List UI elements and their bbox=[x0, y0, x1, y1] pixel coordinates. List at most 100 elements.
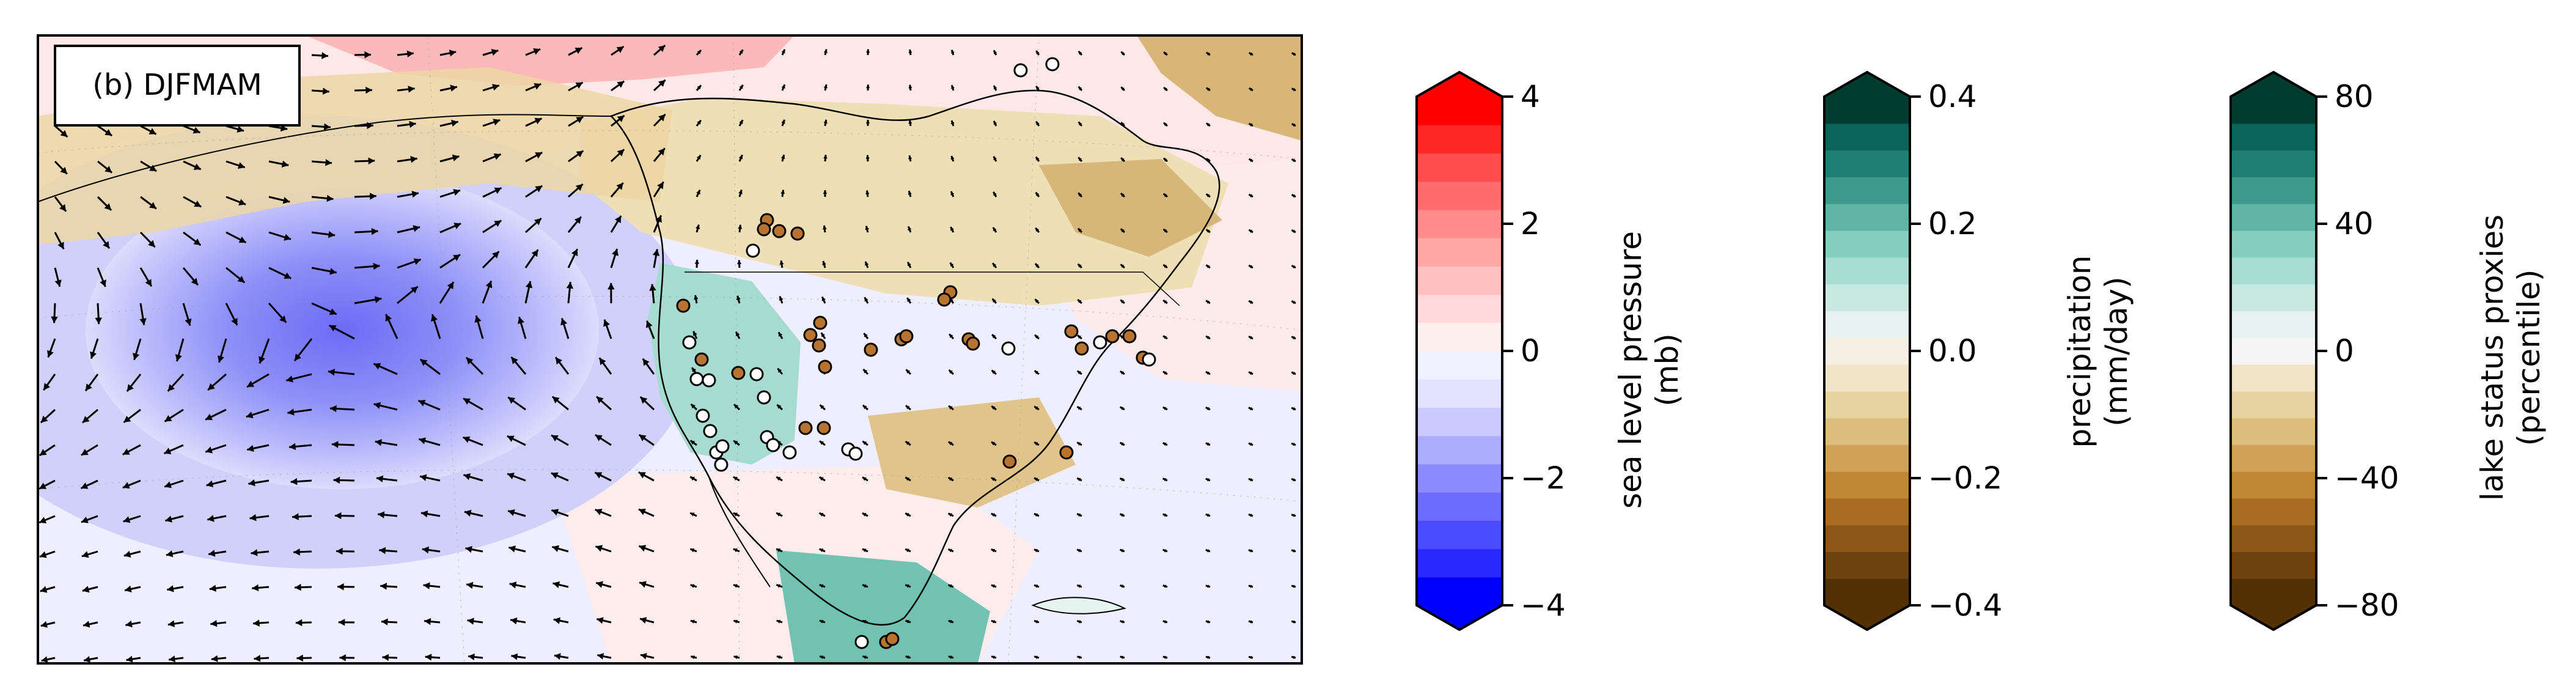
wind-arrow bbox=[123, 550, 141, 558]
wind-arrow bbox=[594, 471, 612, 482]
wind-arrow bbox=[689, 440, 697, 446]
wind-arrow bbox=[1077, 121, 1083, 127]
wind-arrow bbox=[690, 403, 698, 411]
wind-arrow bbox=[993, 85, 997, 91]
lake-proxy-marker-filled bbox=[803, 328, 818, 342]
colorbar-tick-label: 0.2 bbox=[1928, 206, 1977, 242]
lake-proxy-marker-filled bbox=[937, 292, 952, 307]
colorbar-tick-label: −0.4 bbox=[1928, 588, 2002, 623]
wind-arrow bbox=[639, 396, 655, 411]
wind-arrow bbox=[1120, 620, 1125, 624]
wind-arrow bbox=[84, 374, 99, 392]
wind-arrow bbox=[779, 296, 783, 304]
wind-arrow bbox=[1205, 478, 1211, 482]
wind-arrow bbox=[781, 84, 786, 91]
wind-arrow bbox=[439, 50, 457, 57]
wind-arrow bbox=[689, 512, 697, 517]
colorbar-tick-label: 2 bbox=[1521, 206, 1540, 242]
wind-arrow bbox=[649, 284, 656, 304]
wind-arrow bbox=[1291, 158, 1296, 163]
wind-arrow bbox=[97, 196, 112, 211]
colorbar-level bbox=[2231, 418, 2316, 445]
wind-arrow bbox=[779, 260, 784, 268]
wind-arrow bbox=[290, 478, 312, 485]
wind-arrow bbox=[993, 50, 997, 56]
wind-arrow bbox=[259, 338, 270, 364]
wind-arrow bbox=[97, 160, 113, 174]
wind-arrow bbox=[738, 84, 744, 91]
wind-arrow bbox=[1162, 620, 1168, 624]
wind-arrow bbox=[311, 87, 329, 95]
wind-arrow bbox=[1120, 264, 1125, 269]
colorbar-level bbox=[2231, 471, 2316, 499]
wind-arrow bbox=[333, 476, 355, 484]
wind-arrow bbox=[380, 583, 398, 590]
wind-arrow bbox=[1119, 441, 1125, 446]
wind-arrow bbox=[311, 123, 331, 131]
wind-arrow bbox=[1076, 620, 1082, 624]
wind-arrow bbox=[1291, 442, 1296, 446]
colorbar-level bbox=[2231, 284, 2316, 311]
lake-proxy-marker-filled bbox=[731, 366, 746, 380]
wind-arrow bbox=[819, 619, 826, 624]
wind-arrow bbox=[1077, 86, 1083, 91]
wind-arrow bbox=[906, 297, 912, 304]
wind-arrow bbox=[226, 231, 247, 244]
wind-arrow bbox=[418, 437, 441, 446]
wind-arrow bbox=[862, 655, 868, 659]
wind-arrow bbox=[466, 581, 483, 589]
wind-arrow bbox=[733, 476, 740, 482]
wind-arrow bbox=[124, 585, 141, 593]
lake-proxy-marker-open bbox=[782, 445, 797, 460]
wind-arrow bbox=[653, 113, 666, 127]
colorbar-level bbox=[1824, 498, 1910, 526]
wind-arrow bbox=[1206, 51, 1211, 56]
wind-arrow bbox=[482, 219, 502, 234]
wind-arrow bbox=[1077, 298, 1083, 304]
wind-arrow bbox=[139, 231, 156, 248]
wind-arrow bbox=[991, 512, 997, 517]
wind-arrow bbox=[1034, 298, 1040, 304]
wind-arrow bbox=[821, 296, 826, 304]
wind-arrow bbox=[691, 655, 697, 660]
lake-proxy-marker-open bbox=[714, 457, 728, 472]
colorbar-level bbox=[1417, 125, 1502, 154]
wind-arrow bbox=[1248, 549, 1253, 553]
colorbar-level bbox=[1824, 391, 1910, 419]
wind-arrow bbox=[209, 585, 227, 592]
colorbar-level bbox=[1824, 150, 1910, 177]
colorbar-level bbox=[1417, 492, 1502, 521]
wind-arrow bbox=[1205, 264, 1211, 269]
lake-proxy-marker-filled bbox=[772, 224, 787, 238]
wind-arrow bbox=[39, 550, 56, 558]
wind-arrow bbox=[509, 581, 526, 589]
colorbar-level bbox=[2231, 311, 2316, 338]
wind-arrow bbox=[1205, 371, 1211, 375]
colorbar-level bbox=[2231, 230, 2316, 258]
wind-arrow bbox=[991, 655, 997, 659]
wind-arrow bbox=[949, 262, 955, 268]
wind-arrow bbox=[819, 548, 826, 553]
wind-arrow bbox=[993, 191, 997, 197]
wind-arrow bbox=[820, 332, 826, 339]
wind-arrow bbox=[1205, 193, 1211, 198]
colorbar-level bbox=[1824, 97, 1910, 124]
colorbar-level bbox=[1824, 177, 1910, 204]
wind-arrow bbox=[373, 363, 398, 375]
wind-arrow bbox=[1035, 156, 1040, 162]
wind-arrow bbox=[167, 373, 185, 392]
wind-arrow bbox=[1162, 548, 1168, 553]
lake-proxy-marker-filled bbox=[813, 315, 827, 330]
wind-arrow bbox=[81, 444, 98, 456]
lake-proxy-marker-filled bbox=[1105, 329, 1120, 344]
wind-arrow bbox=[482, 49, 499, 56]
wind-arrow bbox=[862, 584, 868, 588]
colorbar-tick-label: 0.4 bbox=[1928, 79, 1977, 114]
wind-arrow bbox=[54, 125, 68, 138]
wind-arrow bbox=[653, 79, 666, 92]
wind-arrow bbox=[252, 584, 270, 592]
wind-arrow bbox=[439, 119, 458, 127]
wind-arrow bbox=[689, 548, 697, 553]
colorbar-level bbox=[1824, 364, 1910, 392]
colorbar-level bbox=[1417, 520, 1502, 550]
